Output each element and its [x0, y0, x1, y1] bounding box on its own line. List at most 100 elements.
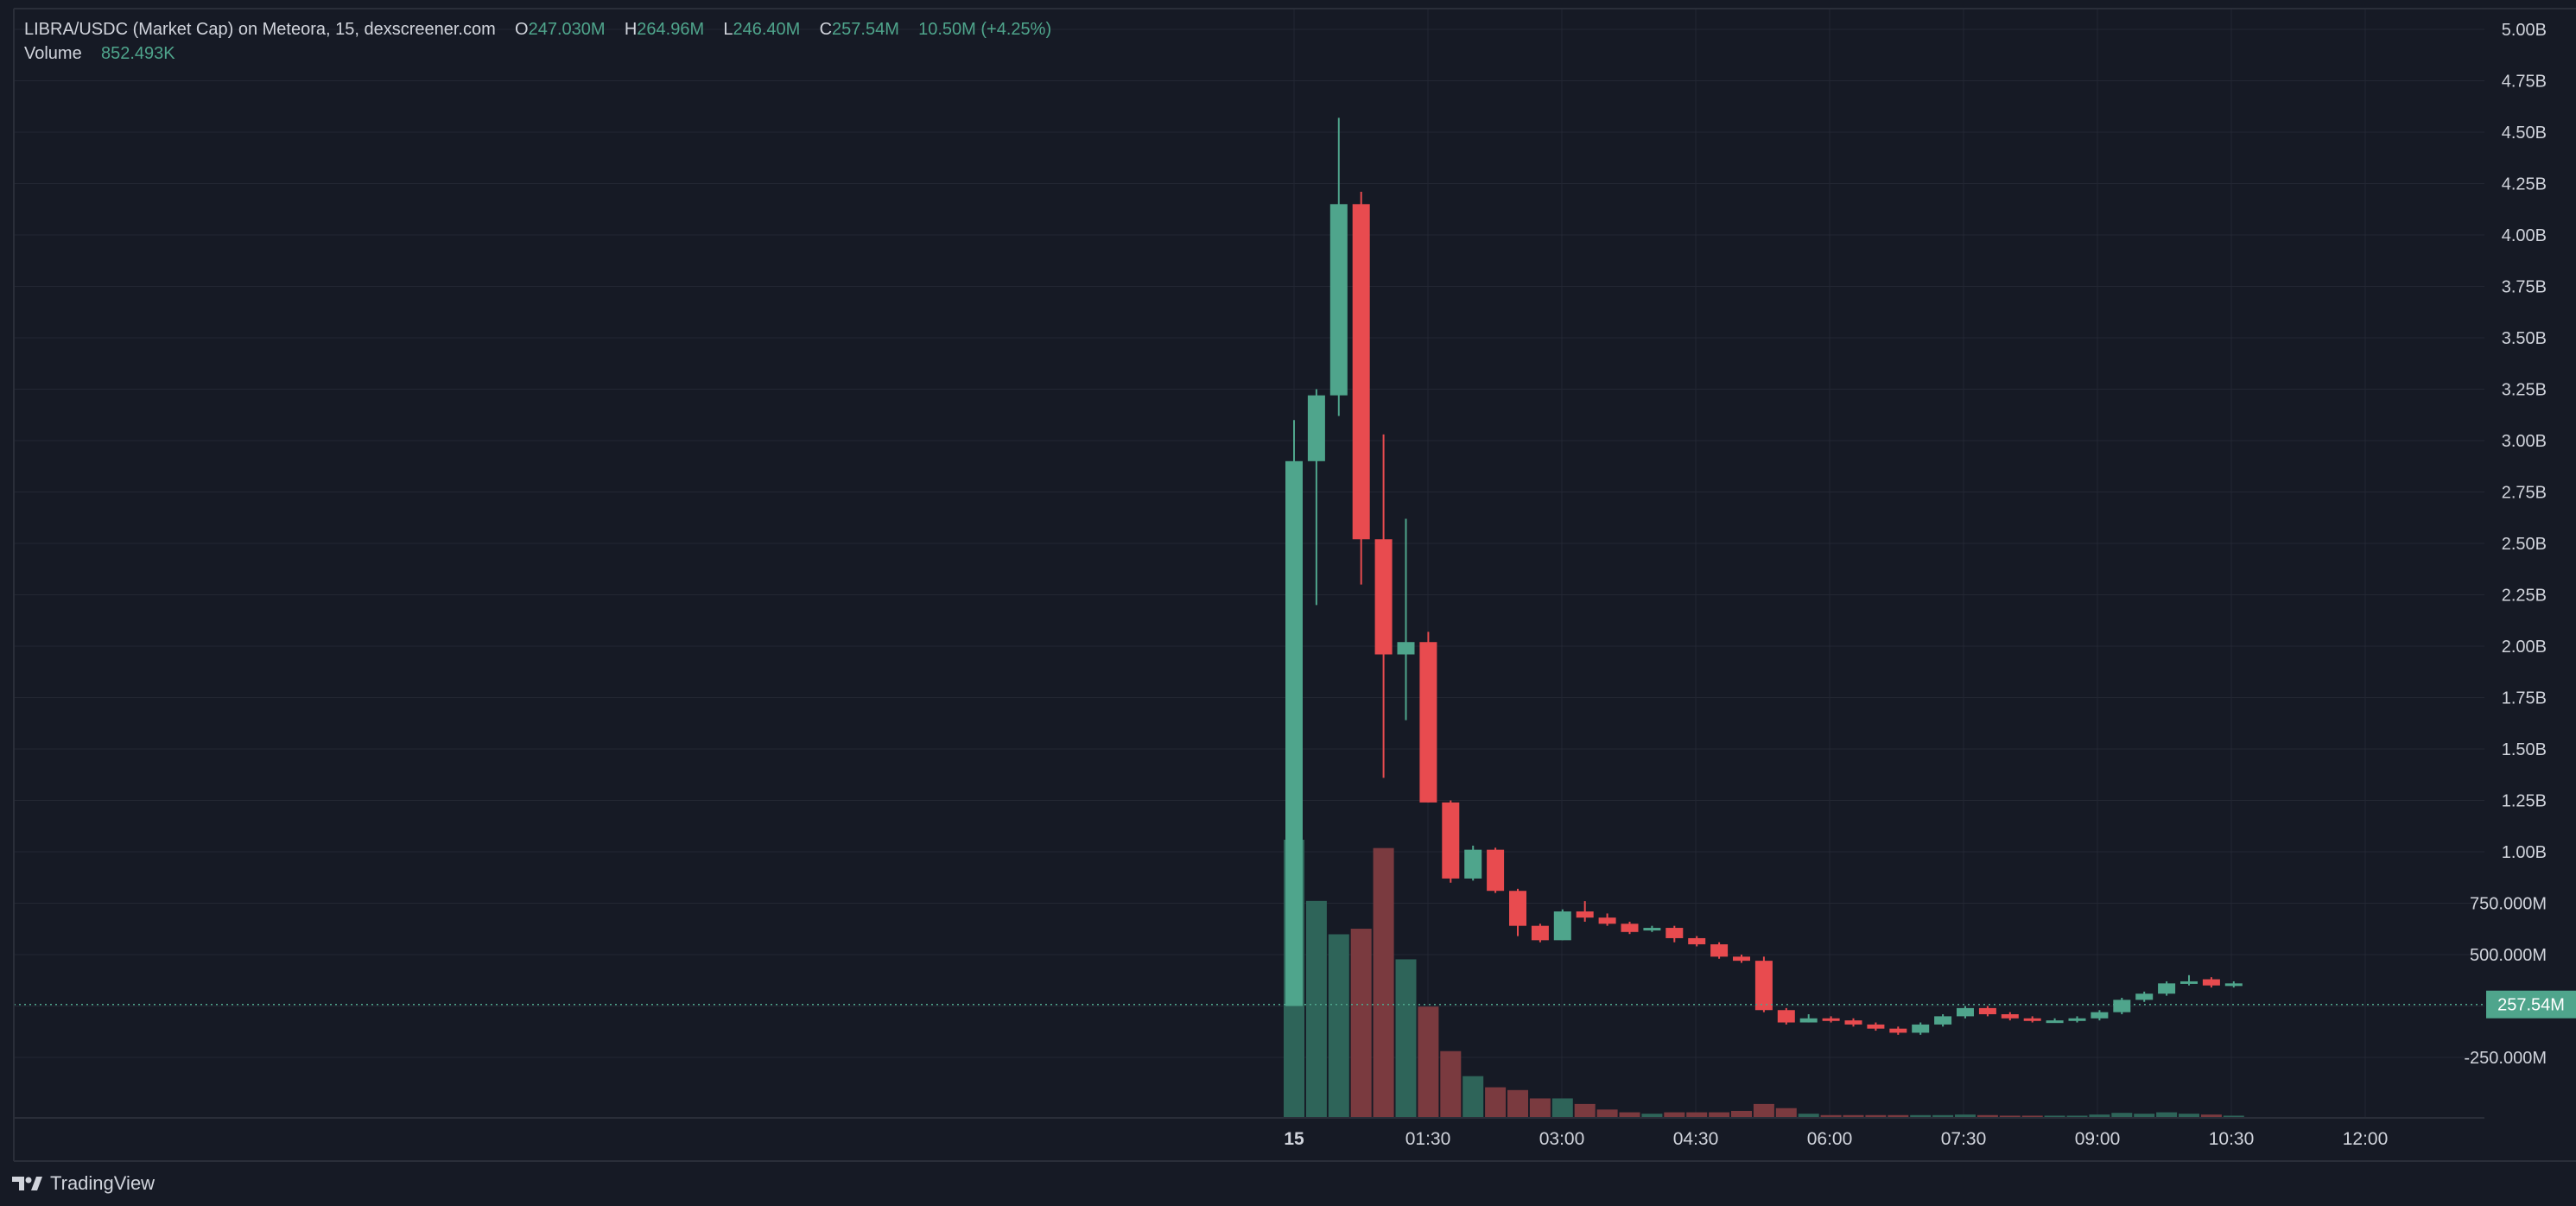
volume-bar	[1865, 1114, 1887, 1118]
symbol-title[interactable]: LIBRA/USDC (Market Cap) on Meteora, 15, …	[24, 20, 496, 39]
volume-bar	[1798, 1114, 1819, 1118]
candle-body	[1307, 395, 1325, 461]
candle-body	[1374, 539, 1393, 655]
y-tick-label: 750.000M	[2470, 895, 2547, 914]
open-value: 247.030M	[528, 20, 606, 39]
y-tick-label: 4.00B	[2502, 226, 2547, 245]
volume-row: Volume 852.493K	[24, 41, 1051, 66]
candle-body	[2046, 1020, 2064, 1024]
candle-body	[1822, 1018, 1840, 1021]
high-label: H	[624, 20, 638, 39]
close-label: C	[819, 20, 833, 39]
volume-bar	[2044, 1115, 2065, 1118]
y-tick-label: 3.25B	[2502, 381, 2547, 400]
chart-legend: LIBRA/USDC (Market Cap) on Meteora, 15, …	[24, 17, 1051, 66]
volume-bar	[2021, 1115, 2043, 1118]
price-tag-bg	[2486, 990, 2576, 1019]
volume-bar	[1709, 1112, 1730, 1118]
volume-bar	[2179, 1114, 2199, 1118]
candle-body	[1867, 1024, 1885, 1029]
x-tick-label: 10:30	[2209, 1129, 2255, 1149]
candle-body	[1531, 925, 1549, 941]
x-tick-label: 03:00	[1539, 1129, 1585, 1149]
candle-body	[2113, 1000, 2131, 1012]
x-tick-label: 06:00	[1807, 1129, 1853, 1149]
ohlc-row: LIBRA/USDC (Market Cap) on Meteora, 15, …	[24, 17, 1051, 41]
volume-bar	[1775, 1108, 1797, 1118]
volume-bar	[1664, 1112, 1685, 1118]
volume-bar	[1440, 1050, 1462, 1118]
volume-bar	[1932, 1114, 1954, 1118]
candle-body	[1419, 642, 1437, 803]
x-tick-label: 15	[1284, 1129, 1304, 1149]
candle-body	[2180, 981, 2198, 984]
x-tick-label: 04:30	[1673, 1129, 1719, 1149]
candle-body	[2135, 993, 2154, 1000]
volume-bar	[2134, 1114, 2155, 1118]
volume-bar	[1753, 1103, 1774, 1118]
x-tick-label: 09:00	[2075, 1129, 2121, 1149]
volume-bar	[1373, 847, 1394, 1118]
volume-bar	[1551, 1098, 1573, 1118]
tradingview-logo[interactable]: TradingView	[12, 1172, 155, 1195]
volume-bar	[1485, 1087, 1507, 1118]
candle-body	[1889, 1028, 1907, 1033]
candles	[1285, 117, 2243, 1035]
y-tick-label: 2.25B	[2502, 587, 2547, 606]
volume-bar	[1641, 1114, 1663, 1118]
candle-body	[1352, 204, 1370, 540]
volume-bar	[1574, 1103, 1596, 1118]
y-tick-label: -250.000M	[2464, 1049, 2547, 1068]
volume-bar	[1910, 1114, 1932, 1118]
volume-bar	[2223, 1115, 2244, 1118]
volume-bar	[2156, 1112, 2178, 1118]
tradingview-logo-text: TradingView	[50, 1172, 155, 1194]
candle-body	[1934, 1016, 1952, 1025]
candle-body	[1777, 1010, 1795, 1023]
high-value: 264.96M	[637, 20, 705, 39]
y-tick-label: 2.00B	[2502, 638, 2547, 657]
y-tick-label: 3.50B	[2502, 329, 2547, 348]
candle-body	[1844, 1020, 1862, 1025]
volume-bar	[1529, 1098, 1551, 1118]
current-price-tag: 257.54M	[2486, 990, 2576, 1019]
candle-body	[1710, 944, 1729, 957]
close-value: 257.54M	[832, 20, 899, 39]
candle-body	[1621, 924, 1639, 932]
y-axis[interactable]: 5.00B 4.75B 4.50B 4.25B 4.00B 3.75B 3.50B 3.25B…	[2464, 21, 2547, 1068]
candle-body	[1397, 642, 1415, 655]
price-tag-label: 257.54M	[2497, 996, 2565, 1015]
low-value: 246.40M	[733, 20, 801, 39]
x-tick-label: 07:30	[1941, 1129, 1987, 1149]
y-tick-label: 5.00B	[2502, 21, 2547, 40]
x-axis[interactable]: 15 01:30 03:00 04:30 06:00 07:30 09:00 10:30 12:…	[1284, 1129, 2388, 1149]
candle-body	[2202, 979, 2220, 986]
candle-body	[2224, 983, 2243, 987]
volume-bar	[1507, 1089, 1528, 1118]
candle-body	[1576, 911, 1594, 918]
candle-body	[1957, 1007, 1974, 1017]
candle-body	[1285, 460, 1303, 1006]
volume-bar	[2200, 1114, 2222, 1118]
candle-body	[1688, 937, 1706, 945]
open-label: O	[515, 20, 529, 39]
volume-bar	[2066, 1115, 2088, 1118]
candle-body	[1733, 956, 1750, 962]
volume-bar	[1976, 1114, 1998, 1118]
volume-bar	[1731, 1110, 1752, 1118]
candle-body	[2001, 1014, 2019, 1019]
volume-bar	[1955, 1114, 1976, 1118]
volume-bar	[1462, 1076, 1484, 1118]
volume-bar	[1686, 1112, 1708, 1118]
volume-bar	[1596, 1109, 1618, 1118]
candle-body	[1666, 928, 1684, 938]
volume-bar	[1328, 934, 1349, 1118]
volume-bar	[1350, 929, 1372, 1118]
volume-label[interactable]: Volume	[24, 44, 82, 63]
volume-bar	[1888, 1114, 1909, 1118]
volume-bar	[2111, 1113, 2133, 1118]
volume-bar	[1619, 1112, 1640, 1118]
tradingview-logo-icon	[12, 1177, 42, 1190]
y-tick-label: 4.50B	[2502, 124, 2547, 143]
